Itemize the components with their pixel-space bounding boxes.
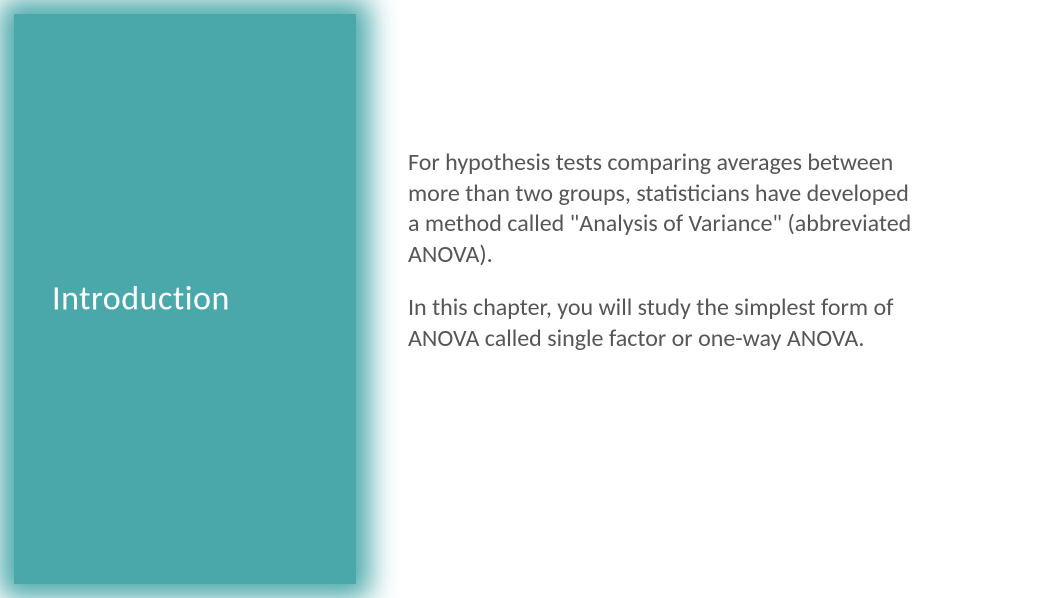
body-paragraph-1: For hypothesis tests comparing averages … [408, 148, 918, 271]
left-panel: Introduction [0, 0, 370, 598]
content-area: For hypothesis tests comparing averages … [408, 148, 918, 376]
body-paragraph-2: In this chapter, you will study the simp… [408, 293, 918, 354]
slide-title: Introduction [52, 279, 230, 320]
slide-container: Introduction For hypothesis tests compar… [0, 0, 1062, 598]
